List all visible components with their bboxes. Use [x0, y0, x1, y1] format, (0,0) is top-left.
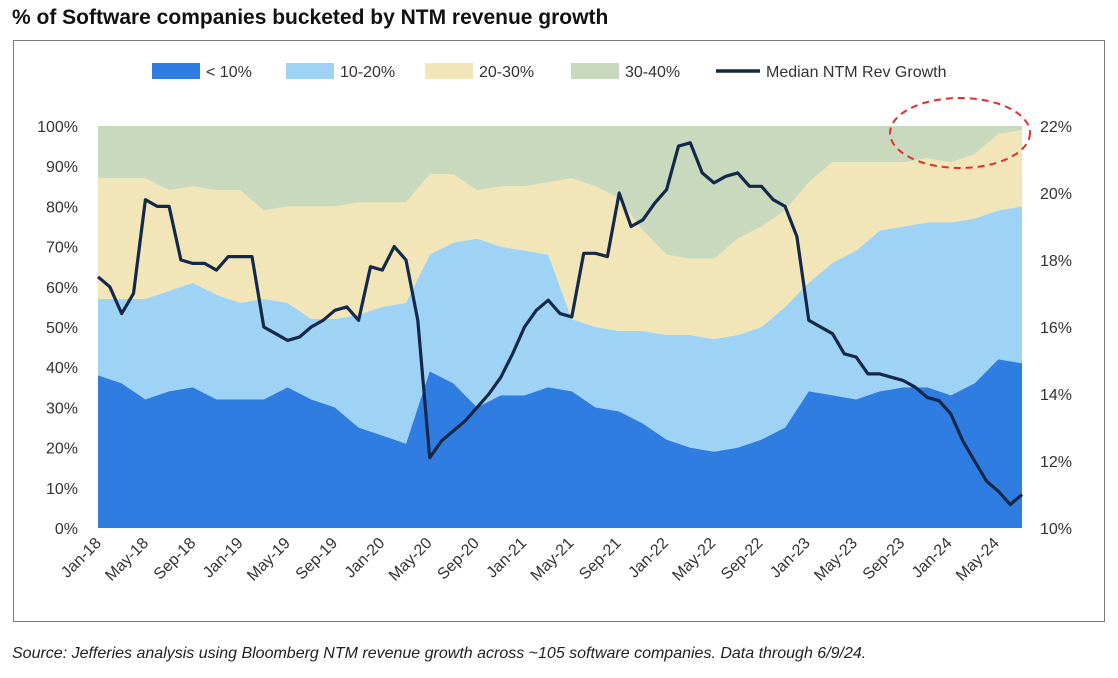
area-b20_30 — [98, 130, 1022, 340]
legend: < 10% 10-20% 20-30% 30-40% Median NTM Rev Gr… — [152, 63, 947, 81]
x-tick-label: Sep-18 — [151, 535, 200, 584]
median-line-path — [96, 141, 1024, 507]
annotations — [889, 97, 1031, 169]
y2-tick-label: 12% — [1040, 454, 1072, 471]
x-tick-label: May-24 — [953, 535, 1003, 585]
area-b30_40 — [98, 126, 1022, 259]
x-tick-label: Jan-22 — [625, 535, 672, 582]
x-tick-label: May-20 — [386, 535, 436, 585]
highlight-ellipse — [889, 97, 1031, 169]
x-tick-label: May-23 — [811, 535, 861, 585]
y2-tick-label: 18% — [1040, 253, 1072, 270]
y-tick-label: 100% — [37, 119, 78, 136]
legend-label: 20-30% — [479, 64, 534, 81]
legend-label: 10-20% — [340, 64, 395, 81]
y2-tick-label: 10% — [1040, 521, 1072, 538]
x-tick-label: Sep-19 — [293, 535, 342, 584]
y-tick-label: 30% — [46, 400, 78, 417]
y-tick-label: 20% — [46, 441, 78, 458]
y-tick-label: 50% — [46, 320, 78, 337]
chart-frame — [13, 40, 1105, 622]
legend-swatch — [152, 63, 200, 79]
legend-label: 30-40% — [625, 64, 680, 81]
y2-tick-label: 14% — [1040, 387, 1072, 404]
y-axis-right: 10% 12% 14% 16% 18% 20% 22% — [1040, 119, 1072, 538]
legend-label: Median NTM Rev Growth — [766, 64, 947, 81]
legend-swatch — [286, 63, 334, 79]
y-tick-label: 60% — [46, 280, 78, 297]
y-tick-label: 40% — [46, 360, 78, 377]
x-tick-label: Sep-21 — [576, 535, 625, 584]
x-tick-label: May-18 — [102, 535, 152, 585]
x-tick-label: Jan-23 — [767, 535, 814, 582]
legend-swatch — [425, 63, 473, 79]
x-tick-label: May-19 — [244, 535, 294, 585]
x-tick-label: Sep-23 — [860, 535, 909, 584]
stacked-areas — [98, 126, 1022, 528]
chart-title: % of Software companies bucketed by NTM … — [12, 6, 609, 29]
y-tick-label: 10% — [46, 481, 78, 498]
x-tick-label: Jan-18 — [58, 535, 105, 582]
y-axis-left: 0% 10% 20% 30% 40% 50% 60% 70% 80% 90% 100% — [37, 119, 78, 538]
y-tick-label: 90% — [46, 159, 78, 176]
y2-tick-label: 22% — [1040, 119, 1072, 136]
x-tick-label: Jan-20 — [342, 535, 389, 582]
median-line — [96, 141, 1024, 507]
legend-swatch — [571, 63, 619, 79]
y-tick-label: 80% — [46, 199, 78, 216]
y2-tick-label: 20% — [1040, 186, 1072, 203]
legend-label: < 10% — [206, 64, 252, 81]
area-b10_20 — [98, 206, 1022, 452]
x-tick-label: Jan-19 — [200, 535, 247, 582]
x-tick-label: May-21 — [528, 535, 578, 585]
x-tick-label: Sep-22 — [718, 535, 767, 584]
x-tick-label: May-22 — [669, 535, 719, 585]
chart: 0% 10% 20% 30% 40% 50% 60% 70% 80% 90% 100% 10% 12%… — [37, 63, 1072, 585]
area-lt10 — [98, 359, 1022, 528]
x-tick-label: Jan-24 — [909, 535, 956, 582]
source-note: Source: Jefferies analysis using Bloombe… — [12, 645, 867, 662]
x-tick-label: Jan-21 — [484, 535, 531, 582]
x-tick-label: Sep-20 — [434, 535, 483, 584]
y2-tick-label: 16% — [1040, 320, 1072, 337]
y-tick-label: 70% — [46, 240, 78, 257]
y-tick-label: 0% — [55, 521, 78, 538]
